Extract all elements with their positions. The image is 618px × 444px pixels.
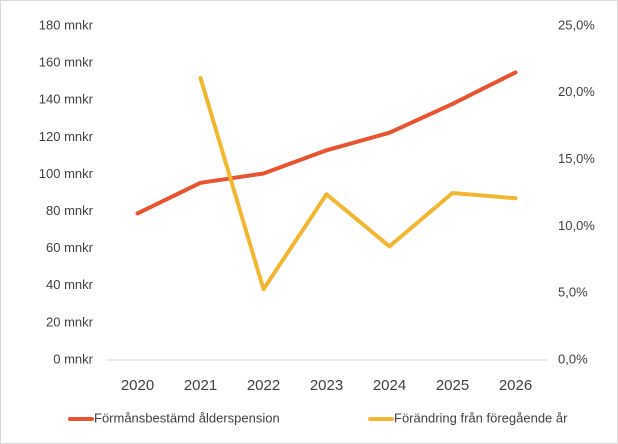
x-tick-label: 2025 (436, 377, 469, 394)
x-tick-label: 2021 (184, 377, 217, 394)
y-tick-label: 80 mnkr (46, 203, 94, 218)
y2-tick-label: 15,0% (558, 151, 595, 166)
y-tick-label: 140 mnkr (39, 92, 94, 107)
y-tick-label: 160 mnkr (39, 55, 94, 70)
y-tick-label: 40 mnkr (46, 277, 94, 292)
y-tick-label: 100 mnkr (39, 166, 94, 181)
x-tick-label: 2020 (121, 377, 154, 394)
legend-label: Förmånsbestämd ålderspension (94, 410, 280, 425)
y2-tick-label: 5,0% (558, 285, 588, 300)
y-tick-label: 0 mnkr (53, 351, 93, 366)
y-tick-label: 180 mnkr (39, 17, 94, 32)
x-tick-label: 2024 (373, 377, 406, 394)
y-tick-label: 120 mnkr (39, 129, 94, 144)
y-tick-label: 20 mnkr (46, 314, 94, 329)
legend-label: Förändring från föregående år (394, 410, 568, 425)
x-tick-label: 2022 (247, 377, 280, 394)
x-tick-label: 2023 (310, 377, 343, 394)
line-series (135, 70, 518, 216)
line-series (198, 76, 518, 292)
y2-tick-label: 10,0% (558, 218, 595, 233)
y2-tick-label: 25,0% (558, 17, 595, 32)
x-tick-label: 2026 (499, 377, 532, 394)
y-tick-label: 60 mnkr (46, 240, 94, 255)
y2-tick-label: 0,0% (558, 351, 588, 366)
y2-tick-label: 20,0% (558, 84, 595, 99)
